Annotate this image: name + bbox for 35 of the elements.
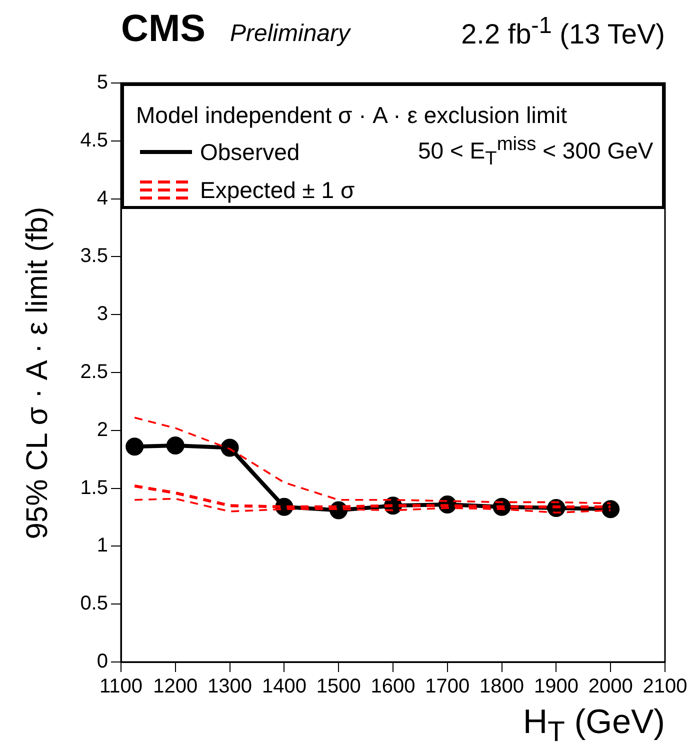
chart-subtitle: Preliminary [230, 20, 350, 48]
annotation: 50 < E$_{T}$$^{miss}$ < 300 GeV [418, 134, 654, 170]
point [126, 438, 144, 456]
y-tick-label: 2.5 [80, 361, 108, 384]
y-tick-label: 4.5 [80, 129, 108, 152]
legend-label: Expected ± 1 σ [200, 176, 356, 204]
x-tick-label: 1600 [370, 676, 416, 698]
x-tick-label: 1400 [262, 676, 306, 698]
point [220, 438, 239, 457]
legend-label: Observed [200, 138, 301, 166]
y-tick-label: 1 [96, 534, 108, 557]
x-tick-label: 1200 [153, 676, 198, 698]
text: 2.2 fb$^{-1}$ (13 TeV) [461, 12, 665, 50]
y-tick-label: 4 [96, 187, 108, 210]
y-tick-label: 3 [96, 303, 108, 326]
x-tick-label: 1300 [208, 676, 252, 698]
x-tick-label: 2000 [588, 676, 633, 698]
point [166, 436, 184, 454]
y-axis-title: 95% CL σ · A · ε limit (fb) [21, 206, 55, 539]
y-tick-label: 2 [96, 418, 108, 441]
x-tick-label: 1700 [425, 676, 470, 698]
y-tick-label: 0 [96, 650, 108, 673]
y-tick-label: 0.5 [80, 592, 108, 615]
y-tick-label: 1.5 [80, 476, 108, 499]
y-tick-label: 5 [96, 72, 108, 94]
x-tick-label: 1100 [99, 676, 143, 698]
x-tick-label: 1500 [316, 676, 361, 698]
y-tick-label: 3.5 [80, 245, 108, 268]
chart-title: CMS [121, 8, 206, 51]
x-tick-label: 2100 [642, 676, 688, 698]
point [602, 500, 620, 518]
x-axis-title: H$_{T}$ (GeV) [523, 703, 665, 749]
legend-title: Model independent σ · A · ε exclusion limit [136, 102, 568, 129]
x-tick-label: 1800 [480, 676, 524, 698]
x-tick-label: 1900 [534, 676, 578, 698]
